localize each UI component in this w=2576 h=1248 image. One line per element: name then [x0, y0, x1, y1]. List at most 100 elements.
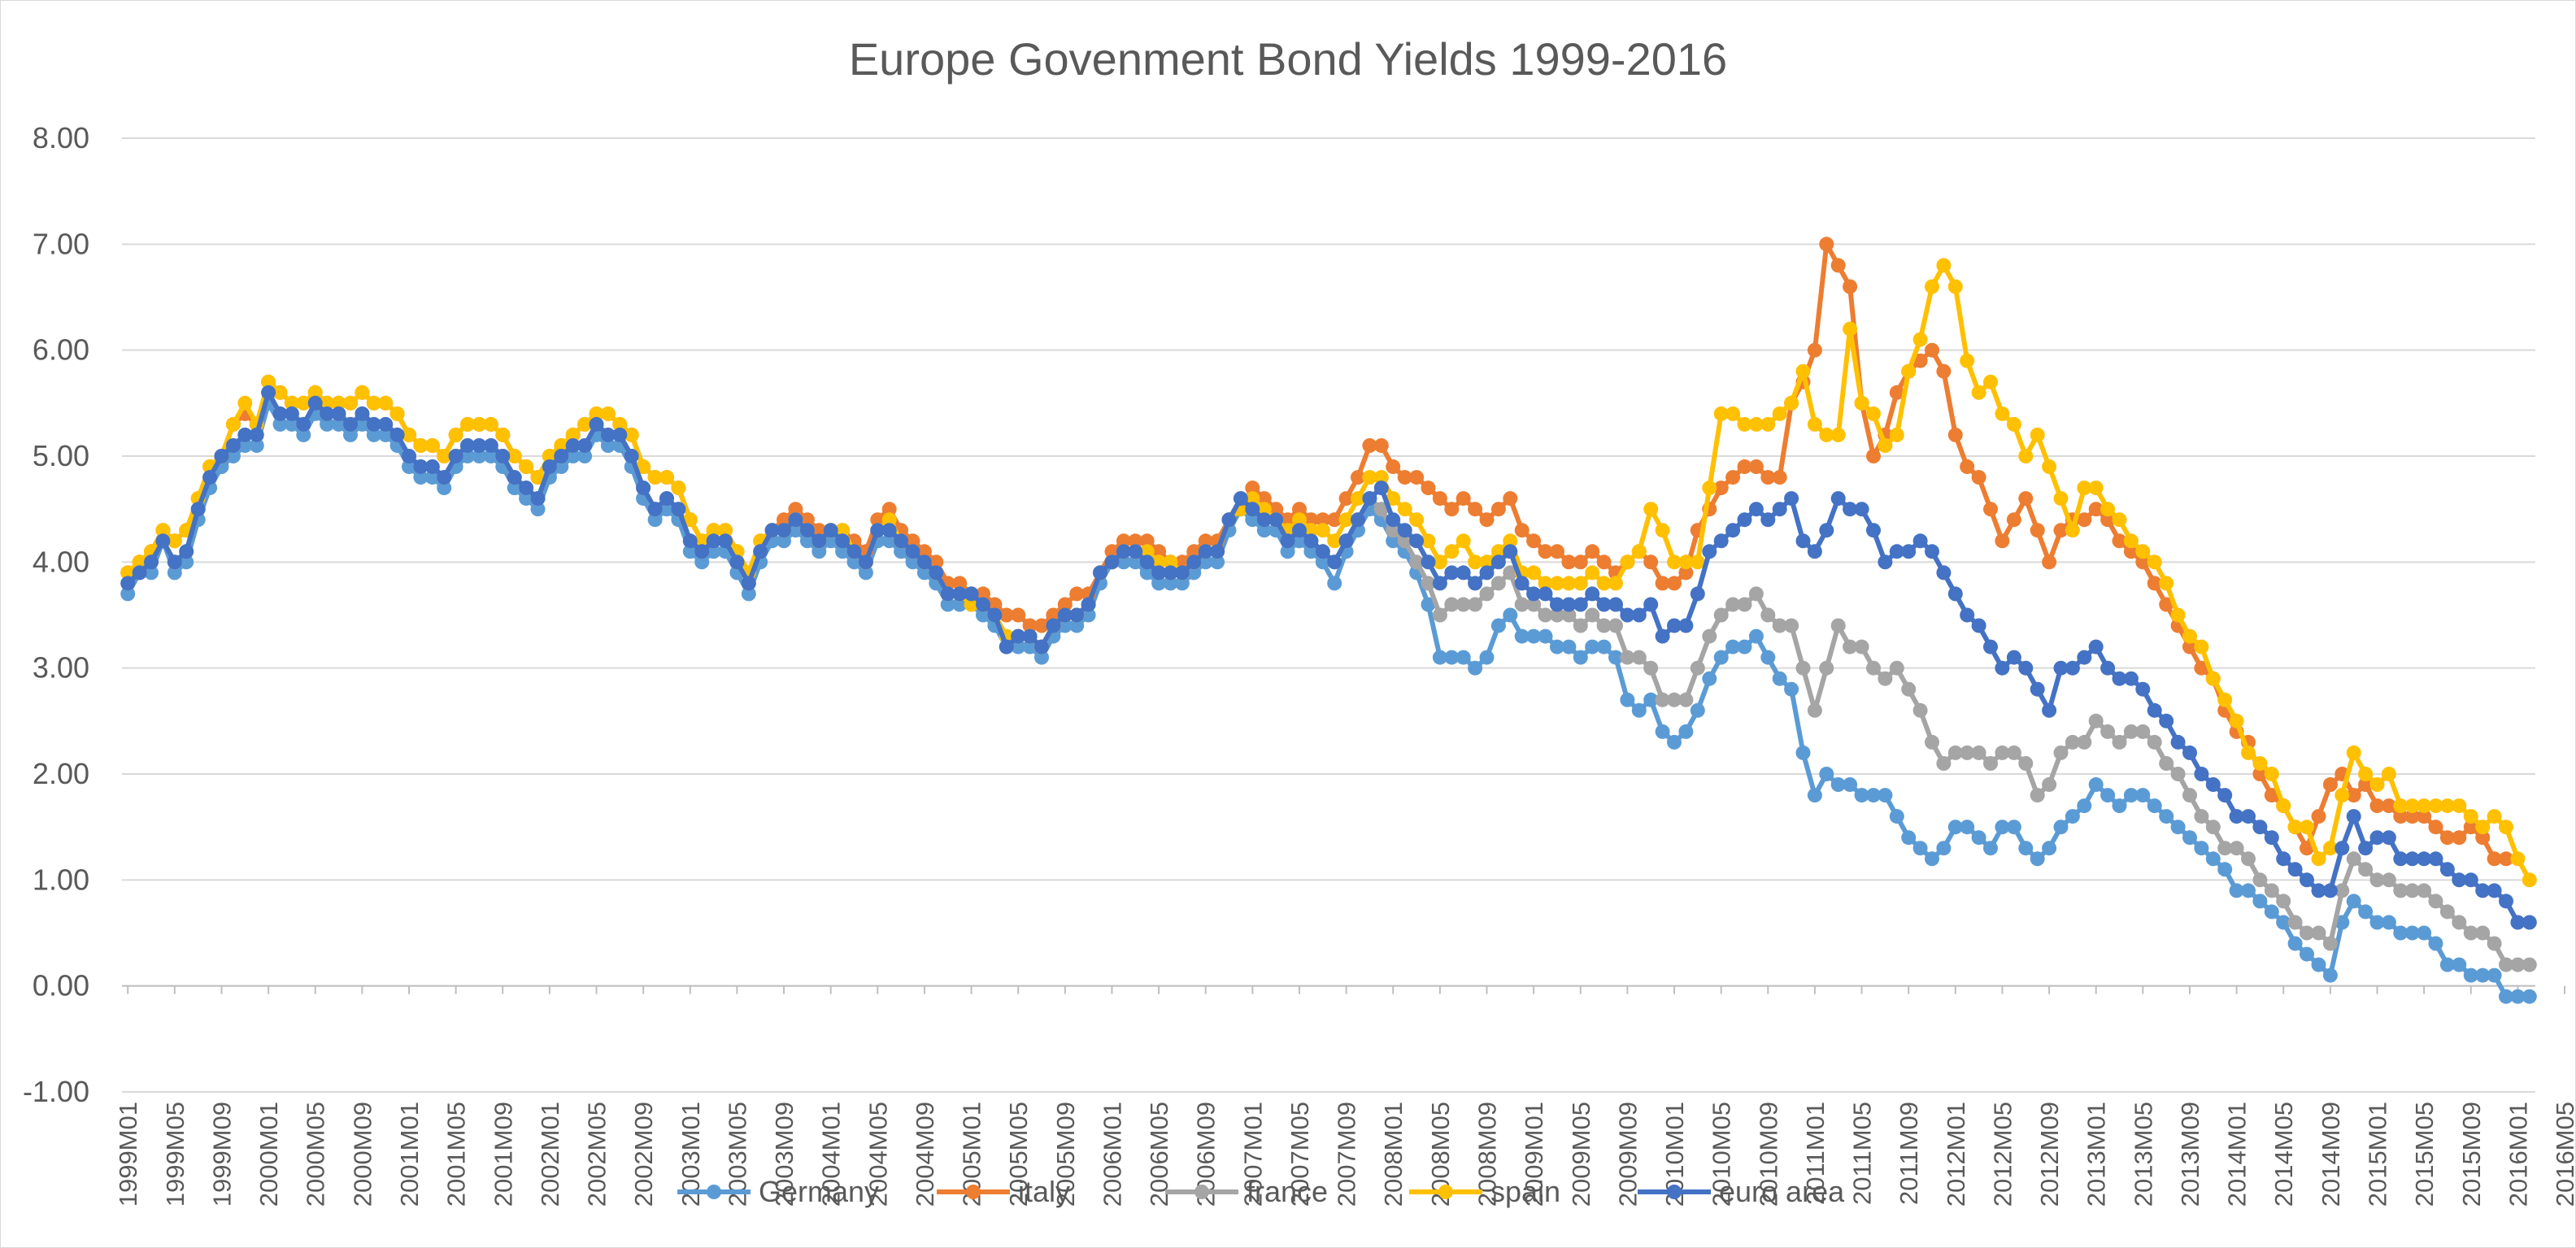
data-point [1947, 279, 1963, 294]
data-point [812, 544, 827, 559]
data-point [718, 523, 733, 538]
data-point [2018, 449, 2034, 463]
legend-swatch-marker [707, 1185, 721, 1199]
data-point [519, 481, 534, 496]
data-point [530, 502, 546, 517]
data-point [2088, 639, 2104, 654]
data-point [2006, 512, 2021, 528]
x-tick-label: 2012M05 [1988, 1102, 2017, 1207]
x-tick-label: 2015M01 [2363, 1102, 2391, 1207]
data-point [284, 406, 299, 421]
data-point [378, 416, 394, 432]
data-point [916, 554, 932, 570]
gridlines [122, 137, 2535, 1093]
data-point [2053, 491, 2069, 507]
data-point [554, 438, 569, 453]
data-point [1338, 533, 1354, 549]
data-point [2159, 597, 2174, 612]
data-point [671, 481, 686, 496]
data-point [214, 449, 229, 463]
data-point [2170, 767, 2186, 781]
data-point [1444, 597, 1460, 612]
data-point [2522, 915, 2537, 930]
data-point [577, 449, 593, 463]
data-point [1561, 554, 1577, 570]
data-point [1373, 502, 1389, 517]
data-point [2358, 777, 2374, 792]
data-point [402, 427, 416, 442]
data-point [2452, 830, 2467, 846]
data-point [1210, 554, 1225, 570]
data-point [1971, 385, 1986, 400]
data-point [2159, 809, 2174, 824]
data-point [355, 385, 370, 400]
y-tick-label: 5.00 [33, 439, 89, 472]
data-point [1585, 565, 1600, 581]
data-point [2381, 830, 2396, 846]
legend-item: Germany [677, 1175, 879, 1208]
data-point [1186, 554, 1202, 570]
data-point [1631, 650, 1647, 665]
data-point [448, 427, 463, 442]
data-point [2252, 756, 2268, 771]
data-point [1843, 639, 1858, 654]
data-point [718, 533, 733, 549]
data-point [2487, 851, 2502, 867]
data-point [624, 427, 639, 442]
data-point [2053, 745, 2069, 760]
data-point [1737, 459, 1752, 474]
data-point [1303, 523, 1319, 538]
data-point [589, 416, 604, 432]
data-point [424, 438, 440, 453]
data-point [179, 544, 194, 559]
data-point [1667, 618, 1682, 633]
data-point [1596, 554, 1612, 570]
data-point [1819, 660, 1834, 676]
data-point [202, 470, 218, 485]
data-point [2510, 851, 2526, 867]
data-point [2381, 915, 2396, 930]
y-tick-label: 3.00 [33, 651, 89, 685]
data-point [2499, 957, 2513, 972]
data-point [1526, 597, 1542, 612]
data-point [2334, 841, 2350, 856]
data-point [2100, 502, 2116, 517]
data-point [1925, 544, 1939, 559]
series-line [126, 389, 2530, 968]
data-point [1490, 618, 1506, 633]
data-point [1057, 597, 1073, 612]
data-point [2077, 650, 2092, 665]
y-tick-label: 8.00 [33, 121, 89, 154]
data-point [589, 406, 604, 421]
data-point [2475, 968, 2491, 983]
data-point [2182, 830, 2197, 846]
data-point [1713, 406, 1729, 421]
data-point [2252, 872, 2268, 888]
data-point [1327, 512, 1342, 528]
data-point [881, 533, 897, 549]
x-tick-label: 2015M09 [2457, 1102, 2486, 1207]
data-point [1655, 724, 1670, 739]
series-euro-area [120, 385, 2537, 930]
data-point [1866, 660, 1881, 676]
x-tick-label: 2000M01 [255, 1102, 283, 1207]
data-point [132, 554, 147, 570]
data-point [120, 576, 136, 591]
data-point [1702, 628, 1717, 644]
data-point [2182, 745, 2197, 760]
x-tick-label: 2016M01 [2504, 1102, 2532, 1207]
data-point [1655, 523, 1670, 538]
data-point [1737, 512, 1752, 528]
legend-swatch-marker [1194, 1185, 1209, 1199]
data-point [835, 523, 851, 538]
data-point [2439, 862, 2455, 877]
data-point [1468, 554, 1483, 570]
data-point [1550, 576, 1564, 591]
data-point [1456, 650, 1471, 665]
data-point [507, 470, 522, 485]
data-point [1760, 512, 1776, 528]
data-point [1947, 820, 1963, 835]
x-tick-label: 1999M09 [207, 1102, 236, 1207]
data-point [1397, 502, 1412, 517]
data-point [1351, 470, 1365, 485]
